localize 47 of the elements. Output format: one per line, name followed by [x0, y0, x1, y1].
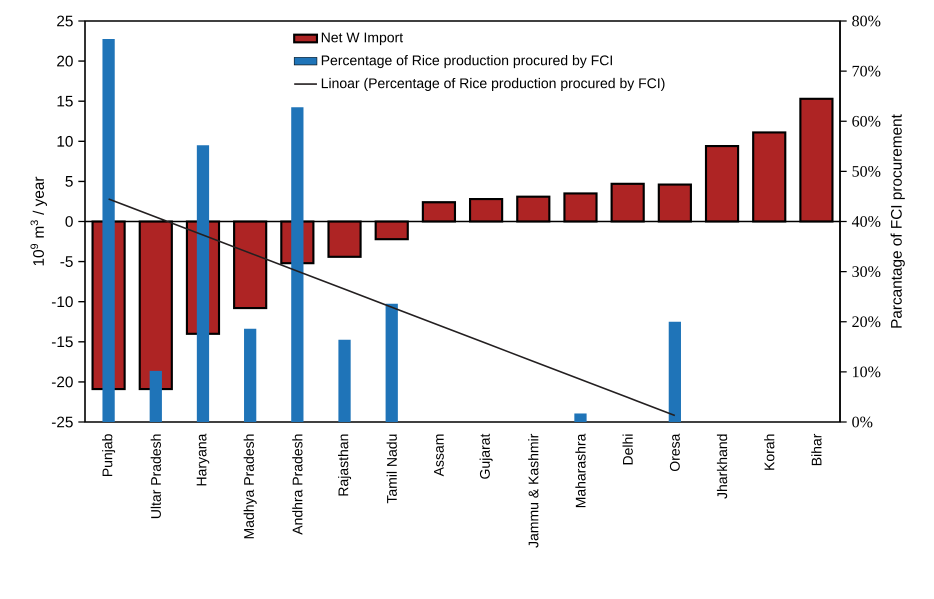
y2-axis-title: Parcantage of FCI procurement	[890, 114, 905, 328]
x-tick-label: Delhi	[622, 434, 633, 464]
x-tick-label: Assam	[434, 434, 444, 476]
y2-tick-label: 80%	[852, 16, 880, 26]
y-axis-title: 10$^{9}$ m$^{3}$ / year	[30, 176, 47, 266]
x-tick-label: Haryana	[196, 434, 210, 486]
legend-label: Percentage of Rice production procured by FCI	[322, 55, 612, 68]
x-tick-label: Bihar	[811, 434, 822, 466]
bar	[244, 328, 256, 422]
y2-tick-label: 30%	[852, 266, 880, 278]
x-tick-label: Andhra Pradesh	[292, 434, 302, 535]
y-tick-label: -15	[52, 336, 73, 348]
y-tick-label: 10	[58, 136, 73, 147]
y2-tick-label: 20%	[852, 316, 880, 328]
x-tick-label: Madhya Pradesh	[244, 434, 257, 538]
y-tick-label: 5	[65, 176, 73, 187]
y-tick-label: 0	[65, 216, 73, 227]
x-tick-label: Korah	[764, 434, 774, 470]
y2-tick-label: 0%	[852, 416, 872, 428]
y-tick-label: 25	[57, 16, 73, 26]
x-tick-label: Punjab	[102, 434, 116, 476]
bar	[668, 322, 681, 422]
y-tick-label: -10	[52, 296, 73, 308]
y-tick-label: -25	[52, 416, 73, 428]
x-tick-label: Oresa	[670, 434, 680, 472]
y-tick-label: -5	[60, 256, 73, 267]
bar	[386, 304, 398, 422]
x-tick-label: Jharkhand	[716, 434, 728, 499]
y-tick-label: -20	[52, 376, 73, 388]
y2-tick-label: 10%	[853, 366, 880, 378]
y2-tick-label: 40%	[852, 216, 880, 227]
x-tick-label: Tamil Nadu	[386, 434, 397, 504]
x-tick-label: Jammu & Kashmir	[528, 434, 538, 548]
y2-tick-label: 60%	[852, 116, 880, 127]
y-tick-label: 15	[58, 96, 73, 107]
x-tick-label: Rajasthan	[338, 434, 352, 496]
legend-label: Linoar (Percentage of Rice production procured by FCI)	[322, 78, 664, 91]
y2-tick-label: 50%	[852, 166, 880, 177]
bar	[150, 370, 162, 422]
y-tick-label: 20	[57, 56, 73, 67]
bar	[574, 413, 587, 422]
x-tick-label: Maharashra	[575, 434, 586, 508]
legend-label: Net W Import	[322, 32, 404, 46]
y2-tick-label: 70%	[852, 66, 880, 77]
bar	[338, 340, 351, 422]
x-tick-label: Ultar Pradesh	[150, 434, 161, 518]
x-tick-label: Gujarat	[480, 434, 493, 479]
